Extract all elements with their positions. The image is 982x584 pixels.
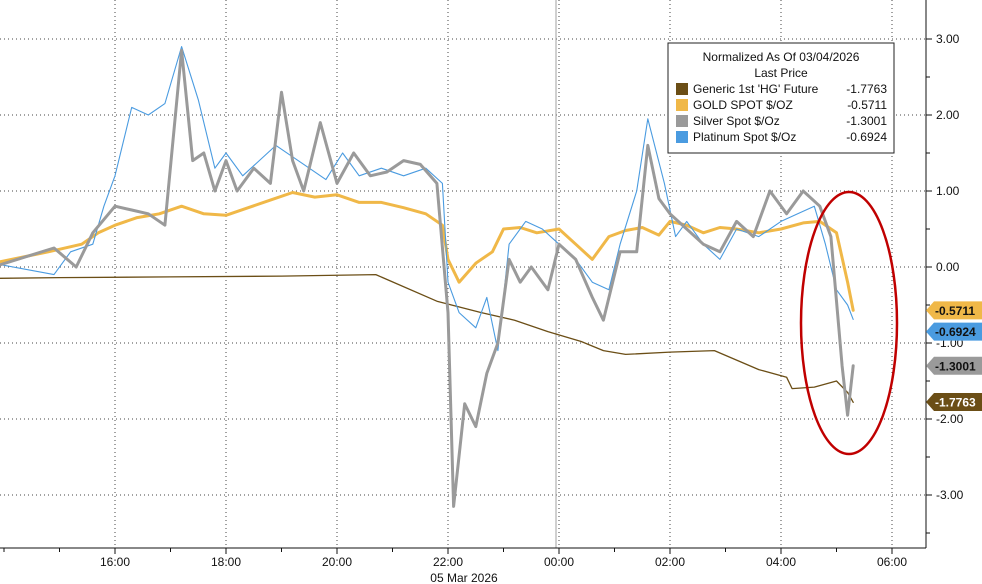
- gridlines: [0, 0, 926, 548]
- legend-item-4: Platinum Spot $/Oz -0.6924: [676, 130, 887, 144]
- last-value-tags: -0.6924 -1.3001 -1.7763 -0.5711: [926, 301, 982, 411]
- last-value-tag-text: -0.5711: [935, 304, 975, 318]
- x-tick-label: 02:00: [655, 555, 685, 569]
- y-tick-label: -3.00: [936, 488, 964, 502]
- legend-swatch: [676, 131, 688, 143]
- legend-value: -1.3001: [846, 114, 887, 128]
- x-tick-label: 00:00: [544, 555, 574, 569]
- series-lines: [0, 46, 855, 508]
- legend-swatch: [676, 83, 688, 95]
- legend-box: [667, 42, 895, 154]
- x-axis-ticks: 16:00 18:00 20:00 22:00 00:00 02:00 04:00 06:00: [3, 548, 907, 569]
- last-value-tag-1: -1.7763: [926, 392, 982, 411]
- legend: Normalized As Of 03/04/2026 Last Price G…: [667, 42, 895, 154]
- x-tick-label: 16:00: [100, 555, 130, 569]
- legend-items: Generic 1st 'HG' Future -1.7763 GOLD SPOT …: [676, 82, 887, 144]
- legend-item-3: Silver Spot $/Oz -1.3001: [676, 114, 887, 128]
- y-tick-label: 2.00: [936, 108, 960, 122]
- series-line-4: [0, 46, 854, 352]
- highlight-ellipse: [799, 190, 899, 456]
- legend-label: Generic 1st 'HG' Future: [693, 82, 819, 96]
- x-date-label: 05 Mar 2026: [430, 571, 498, 584]
- x-tick-label: 18:00: [211, 555, 241, 569]
- last-value-tag-2: -0.5711: [926, 301, 982, 320]
- legend-value: -0.6924: [846, 130, 887, 144]
- last-value-tag-3: -1.3001: [926, 356, 982, 375]
- y-tick-label: 1.00: [936, 184, 960, 198]
- x-tick-label: 04:00: [766, 555, 796, 569]
- y-tick-label: 3.00: [936, 32, 960, 46]
- last-value-tag-text: -1.7763: [935, 395, 976, 409]
- legend-title: Normalized As Of 03/04/2026: [703, 50, 860, 64]
- y-tick-label: 0.00: [936, 260, 960, 274]
- legend-label: Silver Spot $/Oz: [693, 114, 780, 128]
- last-value-tag-text: -1.3001: [935, 359, 976, 373]
- y-tick-label: -2.00: [936, 412, 964, 426]
- legend-item-2: GOLD SPOT $/OZ -0.5711: [676, 98, 887, 112]
- last-value-tag-text: -0.6924: [935, 325, 976, 339]
- x-tick-label: 06:00: [877, 555, 907, 569]
- legend-value: -0.5711: [847, 98, 887, 112]
- legend-swatch: [676, 99, 688, 111]
- series-line-3: [0, 48, 855, 508]
- x-tick-label: 20:00: [322, 555, 352, 569]
- legend-label: Platinum Spot $/Oz: [693, 130, 796, 144]
- legend-item-1: Generic 1st 'HG' Future -1.7763: [676, 82, 887, 96]
- series-line-2: [0, 191, 855, 312]
- last-value-tag-4: -0.6924: [926, 322, 982, 341]
- legend-swatch: [676, 115, 688, 127]
- legend-value: -1.7763: [846, 82, 887, 96]
- legend-subtitle: Last Price: [754, 66, 808, 80]
- x-tick-label: 22:00: [433, 555, 463, 569]
- legend-label: GOLD SPOT $/OZ: [693, 98, 793, 112]
